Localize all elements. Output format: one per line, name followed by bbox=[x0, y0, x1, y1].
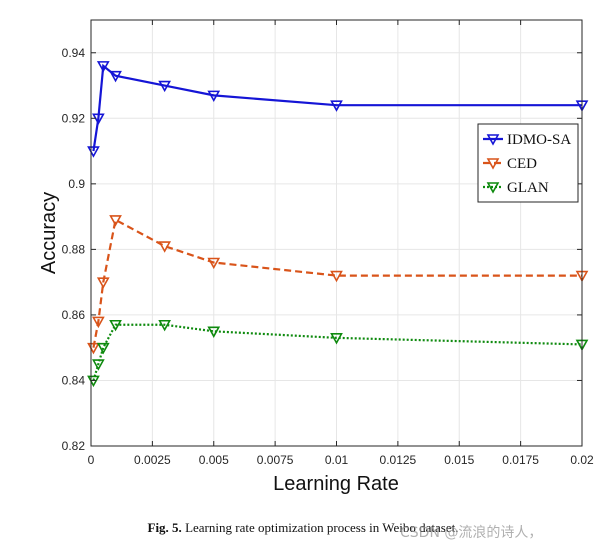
y-tick-label: 0.86 bbox=[62, 308, 86, 322]
data-point-glan bbox=[109, 319, 122, 332]
x-axis-title: Learning Rate bbox=[273, 473, 399, 495]
x-tick-label: 0 bbox=[88, 453, 95, 467]
data-point-ced bbox=[207, 257, 221, 270]
data-point-ced bbox=[96, 277, 110, 289]
data-point-idmo-sa bbox=[207, 90, 221, 103]
x-tick-label: 0.0075 bbox=[257, 453, 294, 467]
series-line-glan bbox=[92, 323, 583, 381]
x-tick-label: 0.0125 bbox=[380, 453, 417, 467]
y-tick-label: 0.92 bbox=[62, 111, 86, 125]
watermark: CSDN @流浪的诗人， bbox=[400, 525, 543, 541]
x-tick-label: 0.005 bbox=[199, 453, 229, 467]
data-point-glan bbox=[158, 319, 172, 332]
legend-marker-ced bbox=[486, 158, 500, 170]
x-tick-label: 0.015 bbox=[444, 453, 474, 467]
legend-label-glan: GLAN bbox=[507, 180, 549, 196]
data-point-glan bbox=[330, 333, 343, 345]
y-tick-label: 0.84 bbox=[62, 373, 86, 387]
series-line-ced bbox=[92, 218, 582, 348]
series-line-idmo-sa bbox=[92, 63, 582, 152]
legend-marker-glan bbox=[486, 182, 500, 194]
data-point-glan bbox=[92, 359, 105, 371]
y-tick-label: 0.88 bbox=[62, 242, 86, 256]
x-tick-label: 0.02 bbox=[570, 453, 594, 467]
data-point-ced bbox=[330, 270, 343, 283]
figure-caption: Fig. 5. Learning rate optimization proce… bbox=[0, 520, 606, 536]
y-tick-label: 0.94 bbox=[62, 46, 86, 60]
y-axis-title: Accuracy bbox=[38, 192, 60, 274]
x-tick-label: 0.01 bbox=[325, 453, 349, 467]
x-tick-label: 0.0175 bbox=[502, 453, 539, 467]
data-point-idmo-sa bbox=[158, 80, 172, 93]
legend-label-idmo-sa: IDMO-SA bbox=[507, 132, 571, 148]
data-point-idmo-sa bbox=[330, 100, 343, 112]
data-point-ced bbox=[92, 316, 105, 329]
data-point-glan bbox=[207, 326, 221, 338]
data-point-ced bbox=[158, 241, 172, 253]
axis-ticks: 0 0.0025 0.005 0.0075 0.01 0.0125 0.015 0.0175 0… bbox=[62, 20, 594, 467]
caption-text: Learning rate optimization process in We… bbox=[185, 520, 459, 535]
legend-marker-idmo-sa bbox=[486, 134, 500, 146]
legend-label-ced: CED bbox=[507, 156, 537, 172]
data-point-ced bbox=[109, 215, 122, 227]
data-point-idmo-sa bbox=[96, 61, 110, 73]
y-tick-label: 0.9 bbox=[68, 177, 85, 191]
caption-label: Fig. 5. bbox=[147, 520, 182, 535]
data-point-idmo-sa bbox=[109, 70, 122, 83]
y-tick-label: 0.82 bbox=[62, 439, 86, 453]
data-point-glan bbox=[96, 342, 110, 355]
x-tick-label: 0.0025 bbox=[134, 453, 171, 467]
legend: IDMO-SA CED GLAN bbox=[477, 123, 579, 203]
